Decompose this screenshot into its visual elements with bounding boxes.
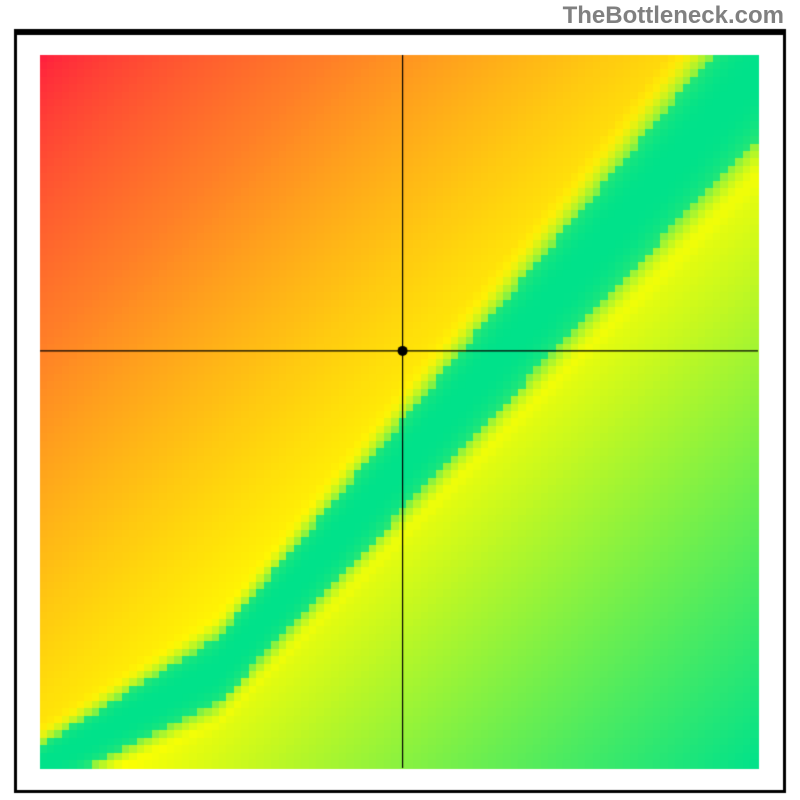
watermark-label: TheBottleneck.com bbox=[563, 2, 784, 30]
chart-container: TheBottleneck.com bbox=[0, 0, 800, 800]
bottleneck-heatmap-canvas bbox=[0, 0, 800, 800]
